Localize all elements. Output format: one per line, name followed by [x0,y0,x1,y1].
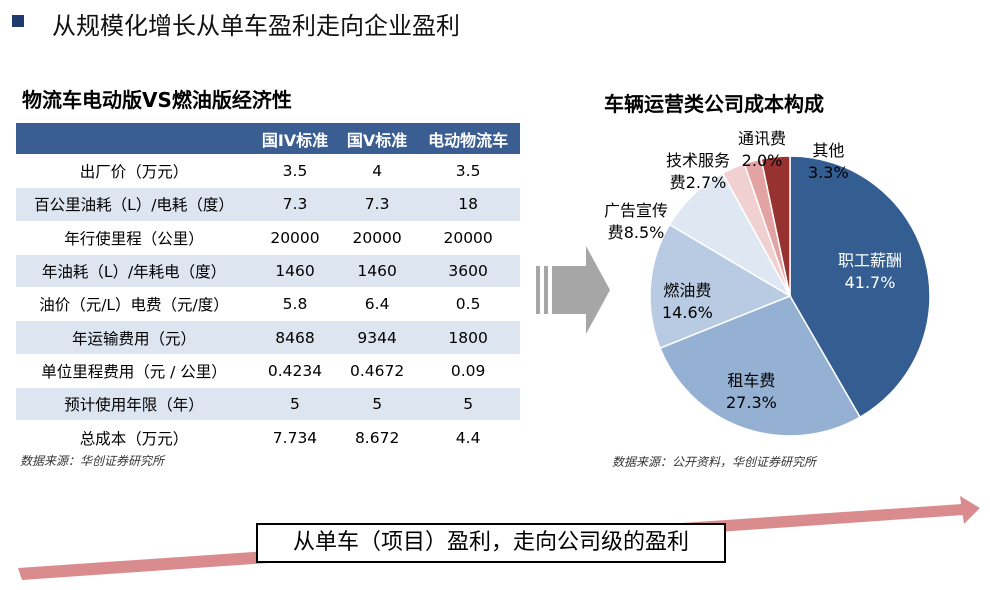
pie-label-rental-name: 租车费 [727,371,776,390]
pie-slice-6 [760,155,791,297]
pie-label-telecom-value: 2.0% [741,151,783,170]
table-row: 年行使里程（公里） 20000 20000 20000 [16,220,520,255]
table-cell: 5 [416,387,520,421]
column-header: 国V标准 [337,123,417,155]
table-cell: 9344 [337,320,417,355]
row-label: 油价（元/L）电费（元/度） [16,287,252,321]
pie-label-other-name: 其他 [812,141,845,160]
pie-label-ads-value: 费8.5% [607,223,665,242]
pie-label-tech: 技术服务 费2.7% [666,150,730,194]
table-row: 预计使用年限（年） 5 5 5 [16,387,520,421]
pie-label-fuel-name: 燃油费 [663,281,712,300]
table-cell: 6.4 [337,287,417,321]
table-row: 年油耗（L）/年耗电（度） 1460 1460 3600 [16,253,520,288]
table-cell: 18 [416,187,520,222]
row-label: 预计使用年限（年） [16,387,252,421]
table-title: 物流车电动版VS燃油版经济性 [22,88,292,112]
table-cell: 8468 [252,320,338,355]
table-cell: 20000 [416,220,520,255]
economics-table: 国IV标准 国V标准 电动物流车 出厂价（万元） 3.5 4 3.5 百公里油耗… [16,123,520,454]
pie-label-salary-name: 职工薪酬 [838,251,903,270]
pie-label-rental-value: 27.3% [726,393,777,412]
chart-source-note: 数据来源：公开资料，华创证券研究所 [612,455,817,469]
table-cell: 7.3 [252,187,338,222]
table-row: 单位里程费用（元 / 公里） 0.4234 0.4672 0.09 [16,353,520,388]
table-cell: 3600 [416,253,520,288]
pie-label-tech-value: 费2.7% [669,173,727,192]
pie-label-tech-name: 技术服务 [666,151,731,170]
pie-label-telecom: 通讯费 2.0% [738,128,786,172]
pie-slice-2 [649,223,792,350]
transition-arrow-icon [536,246,610,334]
pie-label-ads-name: 广告宣传 [604,201,669,220]
table-cell: 7.734 [252,420,338,454]
table-cell: 1460 [252,253,338,288]
table-cell: 1800 [416,320,520,355]
column-header: 国IV标准 [252,123,338,155]
table-cell: 4.4 [416,420,520,454]
header-bullet [12,15,24,27]
pie-label-fuel-value: 14.6% [662,303,713,322]
row-label: 年运输费用（元） [16,320,252,355]
pie-label-salary-value: 41.7% [844,273,896,292]
pie-slice-0 [789,155,931,419]
table-cell: 7.3 [337,187,417,222]
row-label: 总成本（万元） [16,420,252,454]
pie-label-other-value: 3.3% [808,163,849,182]
row-label: 年行使里程（公里） [16,220,252,255]
table-row: 年运输费用（元） 8468 9344 1800 [16,320,520,355]
pie-slice-1 [659,295,862,437]
table-cell: 0.4234 [252,353,338,388]
table-cell: 3.5 [252,153,338,188]
table-row: 百公里油耗（L）/电耗（度） 7.3 7.3 18 [16,187,520,222]
table-cell: 4 [337,153,417,188]
table-cell: 5.8 [252,287,338,321]
header-corner [16,123,252,155]
table-cell: 0.4672 [337,353,417,388]
table-cell: 1460 [337,253,417,288]
page-title: 从规模化增长从单车盈利走向企业盈利 [52,12,460,40]
pie-label-other: 其他 3.3% [808,140,849,184]
pie-label-rental: 租车费 27.3% [726,370,777,414]
table-row: 总成本（万元） 7.734 8.672 4.4 [16,420,520,454]
row-label: 出厂价（万元） [16,153,252,188]
row-label: 年油耗（L）/年耗电（度） [16,253,252,288]
table-cell: 0.5 [416,287,520,321]
row-label: 百公里油耗（L）/电耗（度） [16,187,252,222]
table-header-row: 国IV标准 国V标准 电动物流车 [16,123,520,155]
row-label: 单位里程费用（元 / 公里） [16,353,252,388]
table-cell: 3.5 [416,153,520,188]
table-cell: 20000 [337,220,417,255]
table-row: 出厂价（万元） 3.5 4 3.5 [16,153,520,188]
column-header: 电动物流车 [416,123,520,155]
table-cell: 5 [337,387,417,421]
table-row: 油价（元/L）电费（元/度） 5.8 6.4 0.5 [16,287,520,321]
table-cell: 0.09 [416,353,520,388]
chart-title: 车辆运营类公司成本构成 [604,92,824,116]
table-cell: 8.672 [337,420,417,454]
table-cell: 20000 [252,220,338,255]
pie-label-salary: 职工薪酬 41.7% [838,250,902,294]
table-cell: 5 [252,387,338,421]
pie-label-fuel: 燃油费 14.6% [662,280,713,324]
pie-label-telecom-name: 通讯费 [738,129,787,148]
table-source-note: 数据来源：华创证券研究所 [20,454,165,468]
conclusion-box: 从单车（项目）盈利，走向公司级的盈利 [256,523,726,563]
pie-label-ads: 广告宣传 费8.5% [604,200,668,244]
